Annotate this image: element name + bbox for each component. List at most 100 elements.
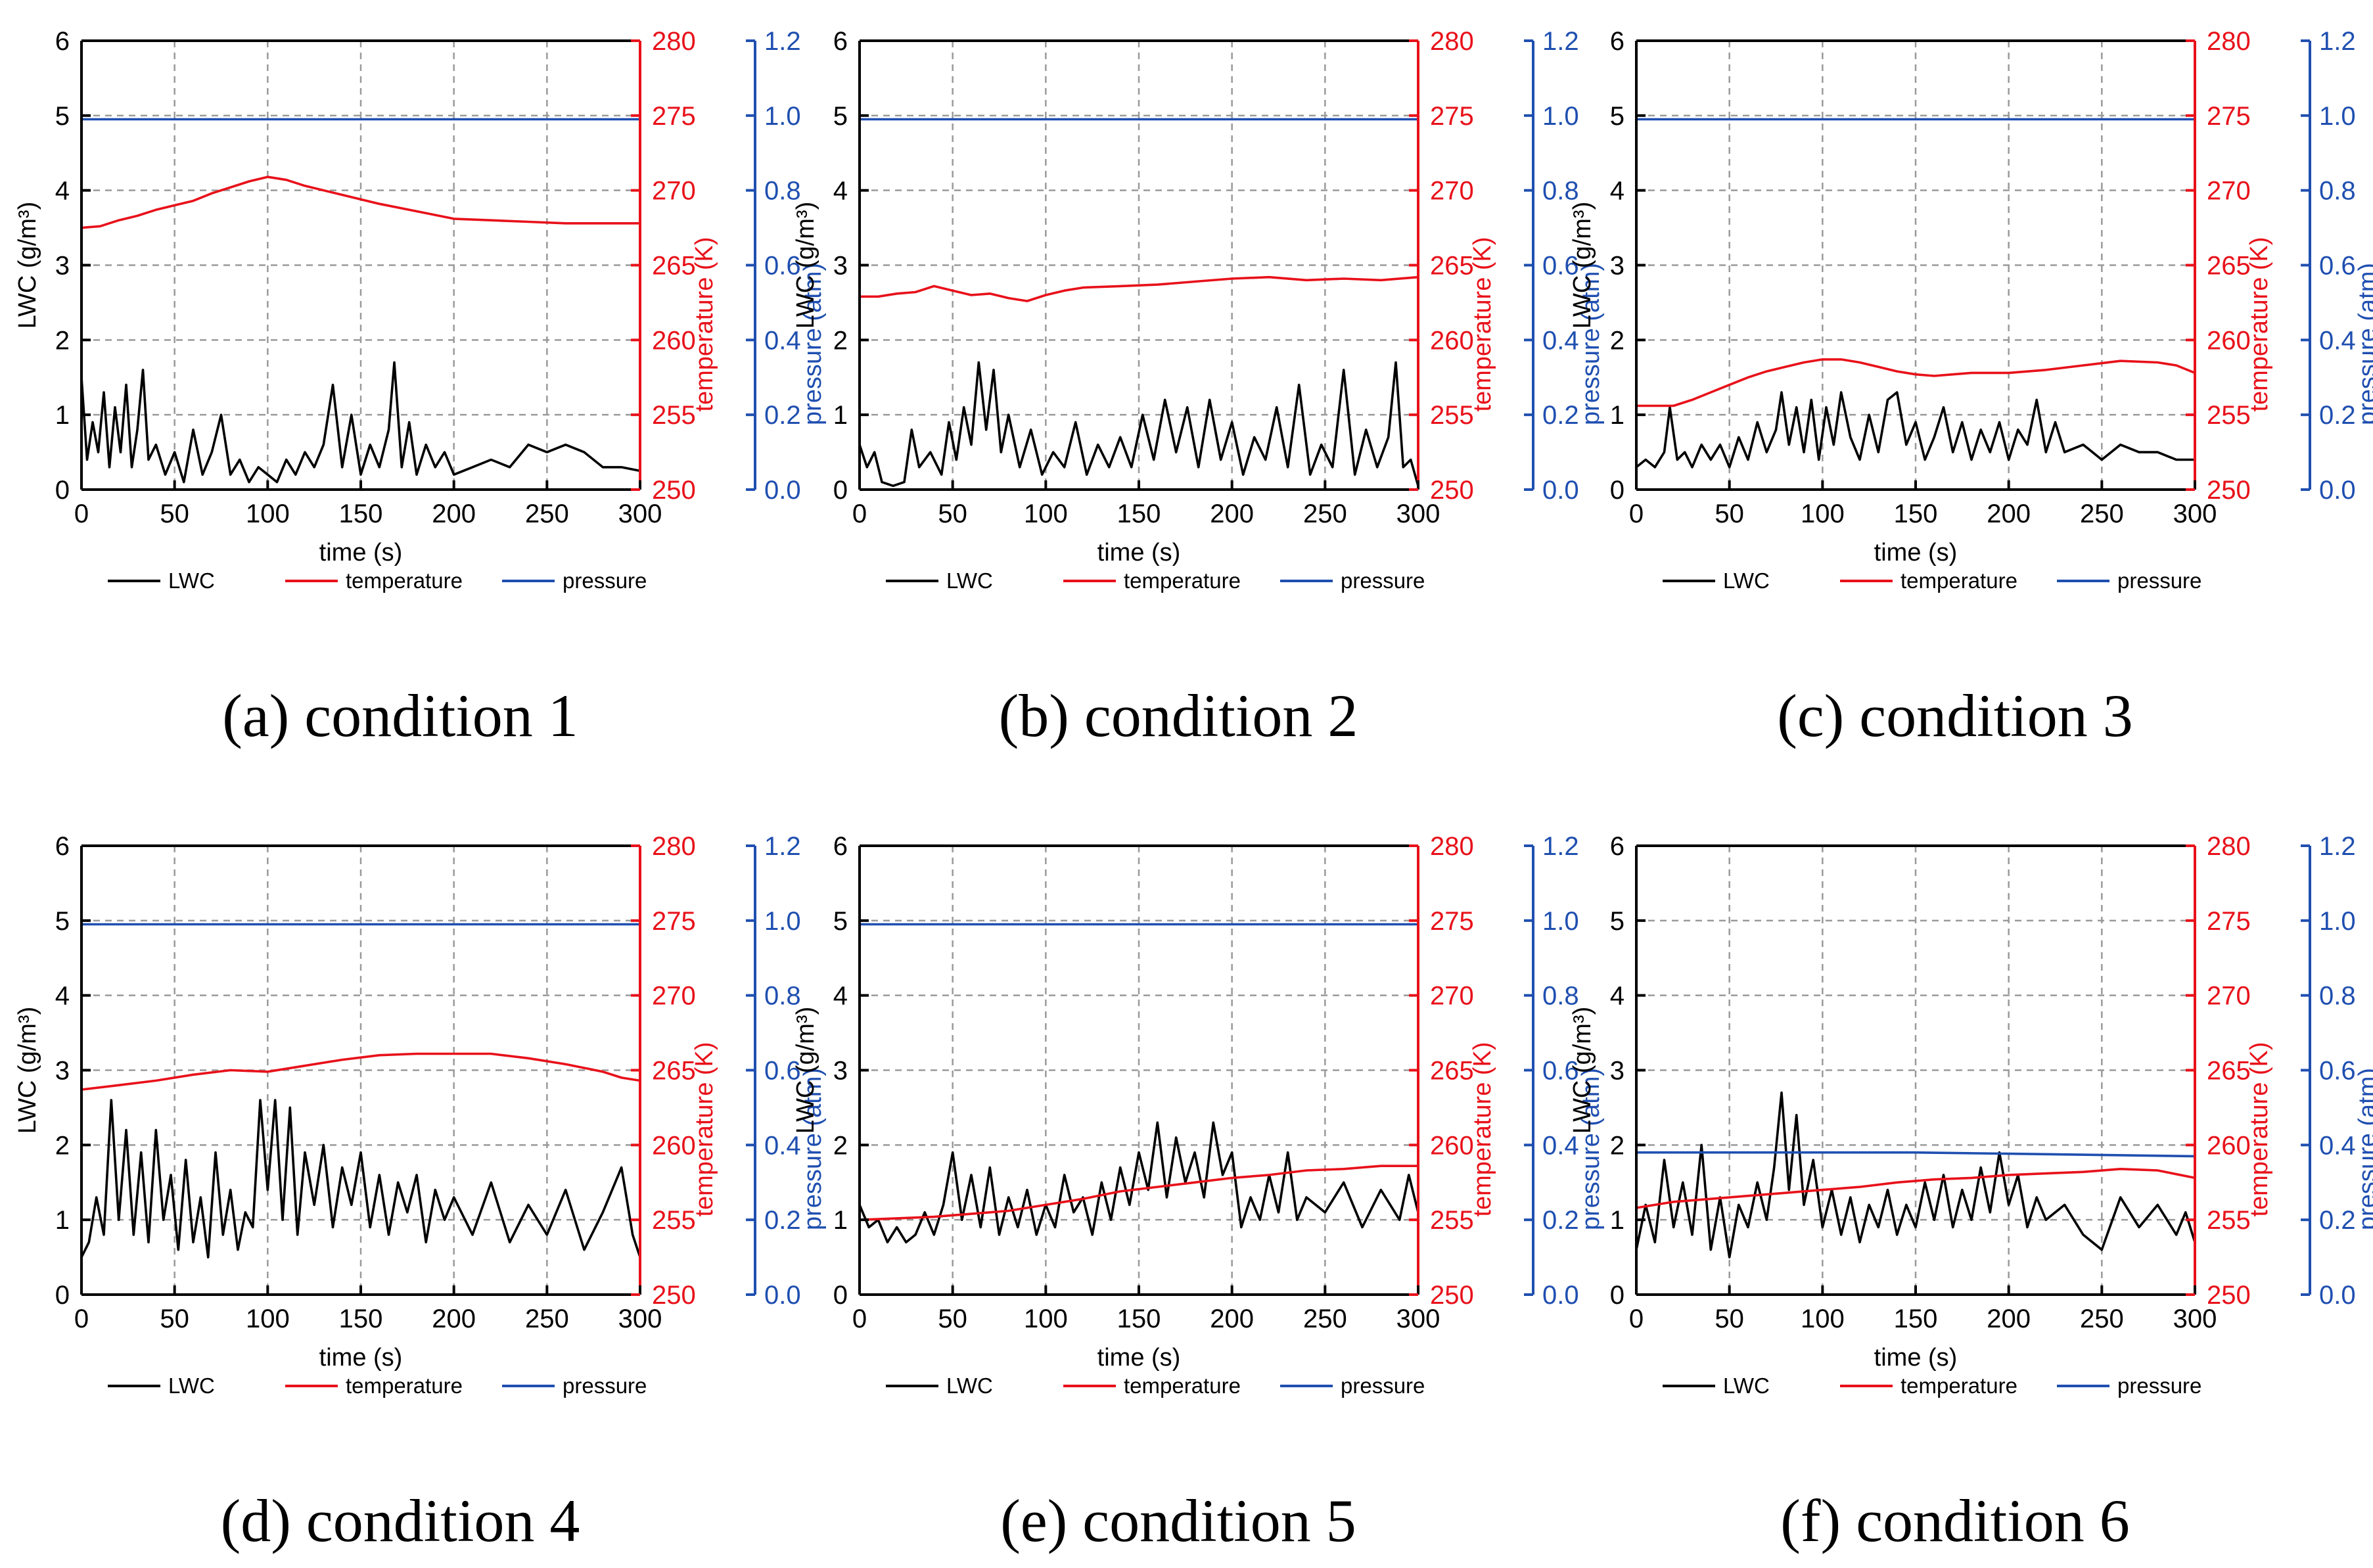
series-line-temperature [81,175,640,229]
temperature-tick-label: 265 [652,252,696,281]
pressure-axis-title: pressure (atm) [1577,1068,1605,1230]
lwc-tick-label: 3 [833,252,848,281]
legend-label-temperature: temperature [1124,1373,1241,1398]
legend-label-temperature: temperature [1901,1373,2017,1398]
series-line-temperature [1636,1168,2196,1209]
lwc-tick-label: 4 [833,177,848,206]
lwc-tick-label: 5 [55,102,70,131]
x-tick-label: 100 [246,499,290,528]
legend-label-pressure: pressure [2117,1373,2201,1398]
x-tick-label: 300 [1396,499,1440,528]
pressure-axis-title: pressure (atm) [799,1068,827,1230]
legend: LWC temperature pressure [886,568,1425,593]
x-tick-label: 250 [1303,499,1347,528]
legend-label-pressure: pressure [1341,1373,1425,1398]
x-tick-label: 50 [938,499,967,528]
x-tick-label: 300 [618,1304,662,1333]
lwc-tick-label: 3 [1610,1057,1624,1086]
temperature-tick-label: 260 [1430,1131,1474,1160]
temperature-tick-label: 255 [652,401,696,430]
x-tick-label: 50 [1715,1304,1744,1333]
lwc-tick-label: 6 [1610,27,1624,56]
pressure-tick-label: 0.2 [1542,401,1579,430]
temperature-tick-label: 260 [1430,326,1474,355]
temperature-tick-label: 275 [652,102,696,131]
x-axis-title: time (s) [1097,539,1181,566]
x-tick-label: 200 [1987,1304,2031,1333]
pressure-tick-label: 0.4 [2319,326,2356,355]
temperature-tick-label: 255 [2207,1206,2251,1235]
temperature-tick-label: 280 [2207,27,2251,56]
x-tick-label: 0 [1629,1304,1644,1333]
legend-label-lwc: LWC [1723,568,1770,593]
legend: LWC temperature pressure [108,1373,647,1398]
x-tick-label: 0 [852,1304,867,1333]
pressure-tick-label: 0.6 [1542,1057,1579,1086]
lwc-axis-title: LWC (g/m³) [792,202,819,329]
panel-caption: (b) condition 2 [999,682,1358,749]
temperature-axis-title: temperature (K) [691,1042,718,1216]
pressure-tick-label: 1.2 [1542,832,1579,861]
temperature-tick-label: 250 [2207,476,2251,505]
lwc-tick-label: 4 [1610,177,1624,206]
pressure-axis-title: pressure (atm) [1577,263,1605,425]
legend-label-pressure: pressure [563,568,647,593]
legend-label-temperature: temperature [1901,568,2017,593]
pressure-tick-label: 0.4 [764,326,801,355]
legend: LWC temperature pressure [886,1373,1425,1398]
x-axis-title: time (s) [319,539,403,566]
lwc-tick-label: 1 [1610,1206,1624,1235]
x-tick-label: 150 [339,1304,383,1333]
pressure-tick-label: 1.2 [764,832,801,861]
x-tick-label: 300 [2173,1304,2217,1333]
temperature-tick-label: 265 [1430,1057,1474,1086]
temperature-tick-label: 255 [2207,401,2251,430]
pressure-tick-label: 1.2 [764,27,801,56]
x-tick-label: 100 [1024,499,1068,528]
lwc-tick-label: 0 [833,1281,848,1310]
grid [860,846,1418,1295]
pressure-tick-label: 0.8 [764,982,801,1011]
x-tick-label: 150 [1894,1304,1938,1333]
lwc-tick-label: 5 [1610,907,1624,936]
temperature-axis-title: temperature (K) [2246,1042,2273,1216]
pressure-tick-label: 0.6 [764,252,801,281]
pressure-tick-label: 0.6 [2319,252,2356,281]
lwc-tick-label: 4 [833,982,848,1011]
series-line-temperature [81,1052,641,1091]
x-tick-label: 300 [618,499,662,528]
temperature-axis-title: temperature (K) [2246,237,2273,411]
lwc-tick-label: 0 [55,476,70,505]
legend: LWC temperature pressure [1663,568,2201,593]
legend-label-lwc: LWC [946,1373,993,1398]
panel-caption: (c) condition 3 [1777,682,2133,749]
lwc-tick-label: 6 [833,27,848,56]
grid [1636,41,2195,490]
series-line-lwc [858,361,1419,488]
temperature-tick-label: 250 [652,476,696,505]
lwc-tick-label: 2 [833,1131,848,1160]
pressure-tick-label: 0.0 [2319,1281,2356,1310]
pressure-tick-label: 0.2 [2319,1206,2356,1235]
pressure-tick-label: 1.2 [2319,27,2356,56]
grid [1636,846,2195,1295]
pressure-tick-label: 1.0 [764,102,801,131]
legend-label-pressure: pressure [2117,568,2201,593]
x-tick-label: 250 [1303,1304,1347,1333]
x-tick-label: 0 [74,499,89,528]
pressure-tick-label: 0.8 [2319,982,2356,1011]
panel-caption: (e) condition 5 [1000,1487,1356,1554]
lwc-tick-label: 5 [1610,102,1624,131]
temperature-tick-label: 250 [652,1281,696,1310]
temperature-tick-label: 270 [652,177,696,206]
lwc-tick-label: 5 [55,907,70,936]
pressure-tick-label: 0.0 [764,476,801,505]
legend: LWC temperature pressure [1663,1373,2201,1398]
panel-caption: (f) condition 6 [1780,1487,2129,1554]
temperature-tick-label: 260 [652,1131,696,1160]
temperature-tick-label: 255 [652,1206,696,1235]
temperature-tick-label: 250 [1430,1281,1474,1310]
x-tick-label: 50 [1715,499,1744,528]
